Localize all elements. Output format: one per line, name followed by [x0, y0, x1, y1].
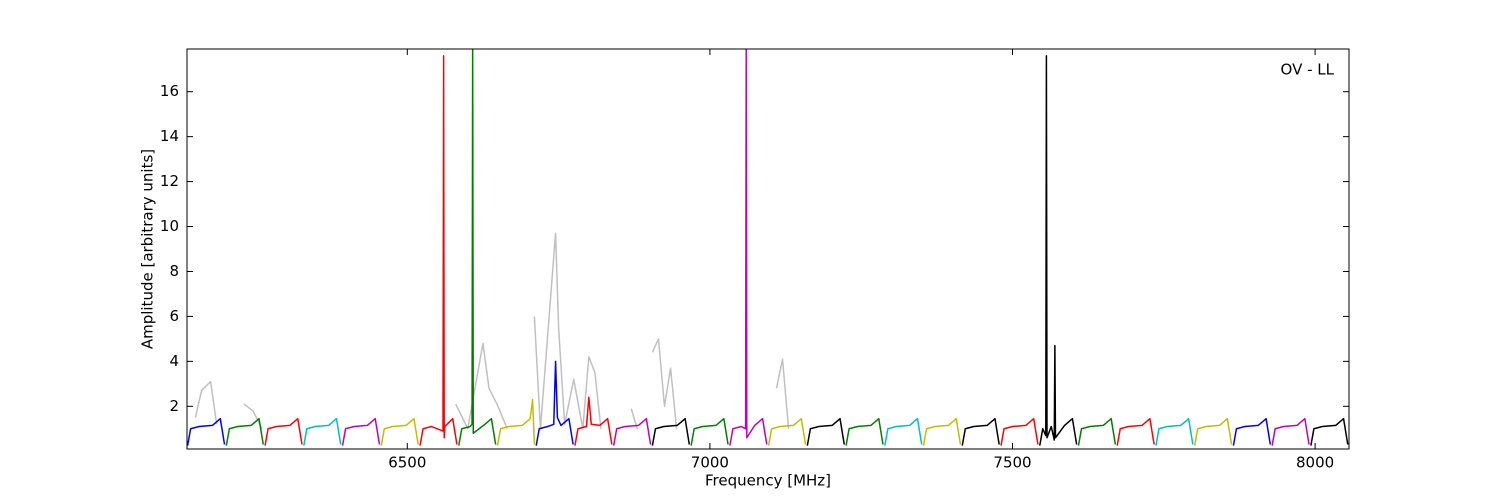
spectrum-line: [767, 417, 807, 446]
spectrum-line: [380, 417, 419, 446]
y-tick-label: 2: [169, 397, 179, 415]
y-tick-label: 6: [169, 307, 179, 325]
y-tick-label: 8: [169, 262, 179, 280]
spectrum-line: [1116, 417, 1155, 446]
y-axis-label: Amplitude [arbitrary units]: [139, 149, 157, 349]
spectrum-line: [729, 49, 768, 446]
spectrum-line: [884, 417, 923, 446]
spectrum-line: [612, 417, 652, 446]
spectrum-line: [1271, 417, 1310, 446]
y-tick-label: 16: [160, 82, 179, 100]
spectrum-line: [194, 232, 790, 430]
y-tick-label: 10: [160, 217, 179, 235]
spectrum-line: [535, 360, 574, 446]
annotation: OV - LL: [1281, 61, 1335, 79]
x-tick-label: 7500: [993, 454, 1031, 472]
spectrum-line: [690, 417, 729, 446]
spectrum-line: [806, 417, 846, 446]
spectrum-line: [187, 417, 226, 446]
spectrum-line: [1155, 417, 1194, 446]
spectrum-line: [1193, 417, 1233, 446]
spectrum-line: [496, 398, 536, 446]
spectrum-line: [1077, 417, 1117, 446]
spectrum-line: [303, 417, 342, 446]
spectrum-line: [1310, 417, 1349, 446]
spectrum-line: [574, 396, 613, 446]
plot-lines: [187, 49, 1349, 446]
spectrum-line: [961, 417, 1000, 446]
spectrum-line: [651, 417, 691, 446]
x-axis-label: Frequency [MHz]: [705, 472, 831, 490]
spectrum-line: [1232, 417, 1272, 446]
spectrum-line: [1000, 417, 1039, 446]
x-tick-label: 7000: [691, 454, 729, 472]
x-tick-label: 6500: [388, 454, 426, 472]
spectrum-line: [1039, 54, 1078, 446]
spectrum-line: [458, 49, 497, 446]
spectrum-line: [225, 417, 265, 446]
y-tick-label: 4: [169, 352, 179, 370]
plot-frame: [186, 48, 1350, 450]
y-tick-label: 14: [160, 127, 179, 145]
x-tick-label: 8000: [1296, 454, 1334, 472]
spectrum-line: [922, 417, 962, 446]
spectrum-line: [264, 417, 303, 446]
spectrum-line: [341, 417, 381, 446]
y-tick-label: 12: [160, 172, 179, 190]
spectrum-line: [845, 417, 884, 446]
spectrum-line: [419, 54, 458, 446]
